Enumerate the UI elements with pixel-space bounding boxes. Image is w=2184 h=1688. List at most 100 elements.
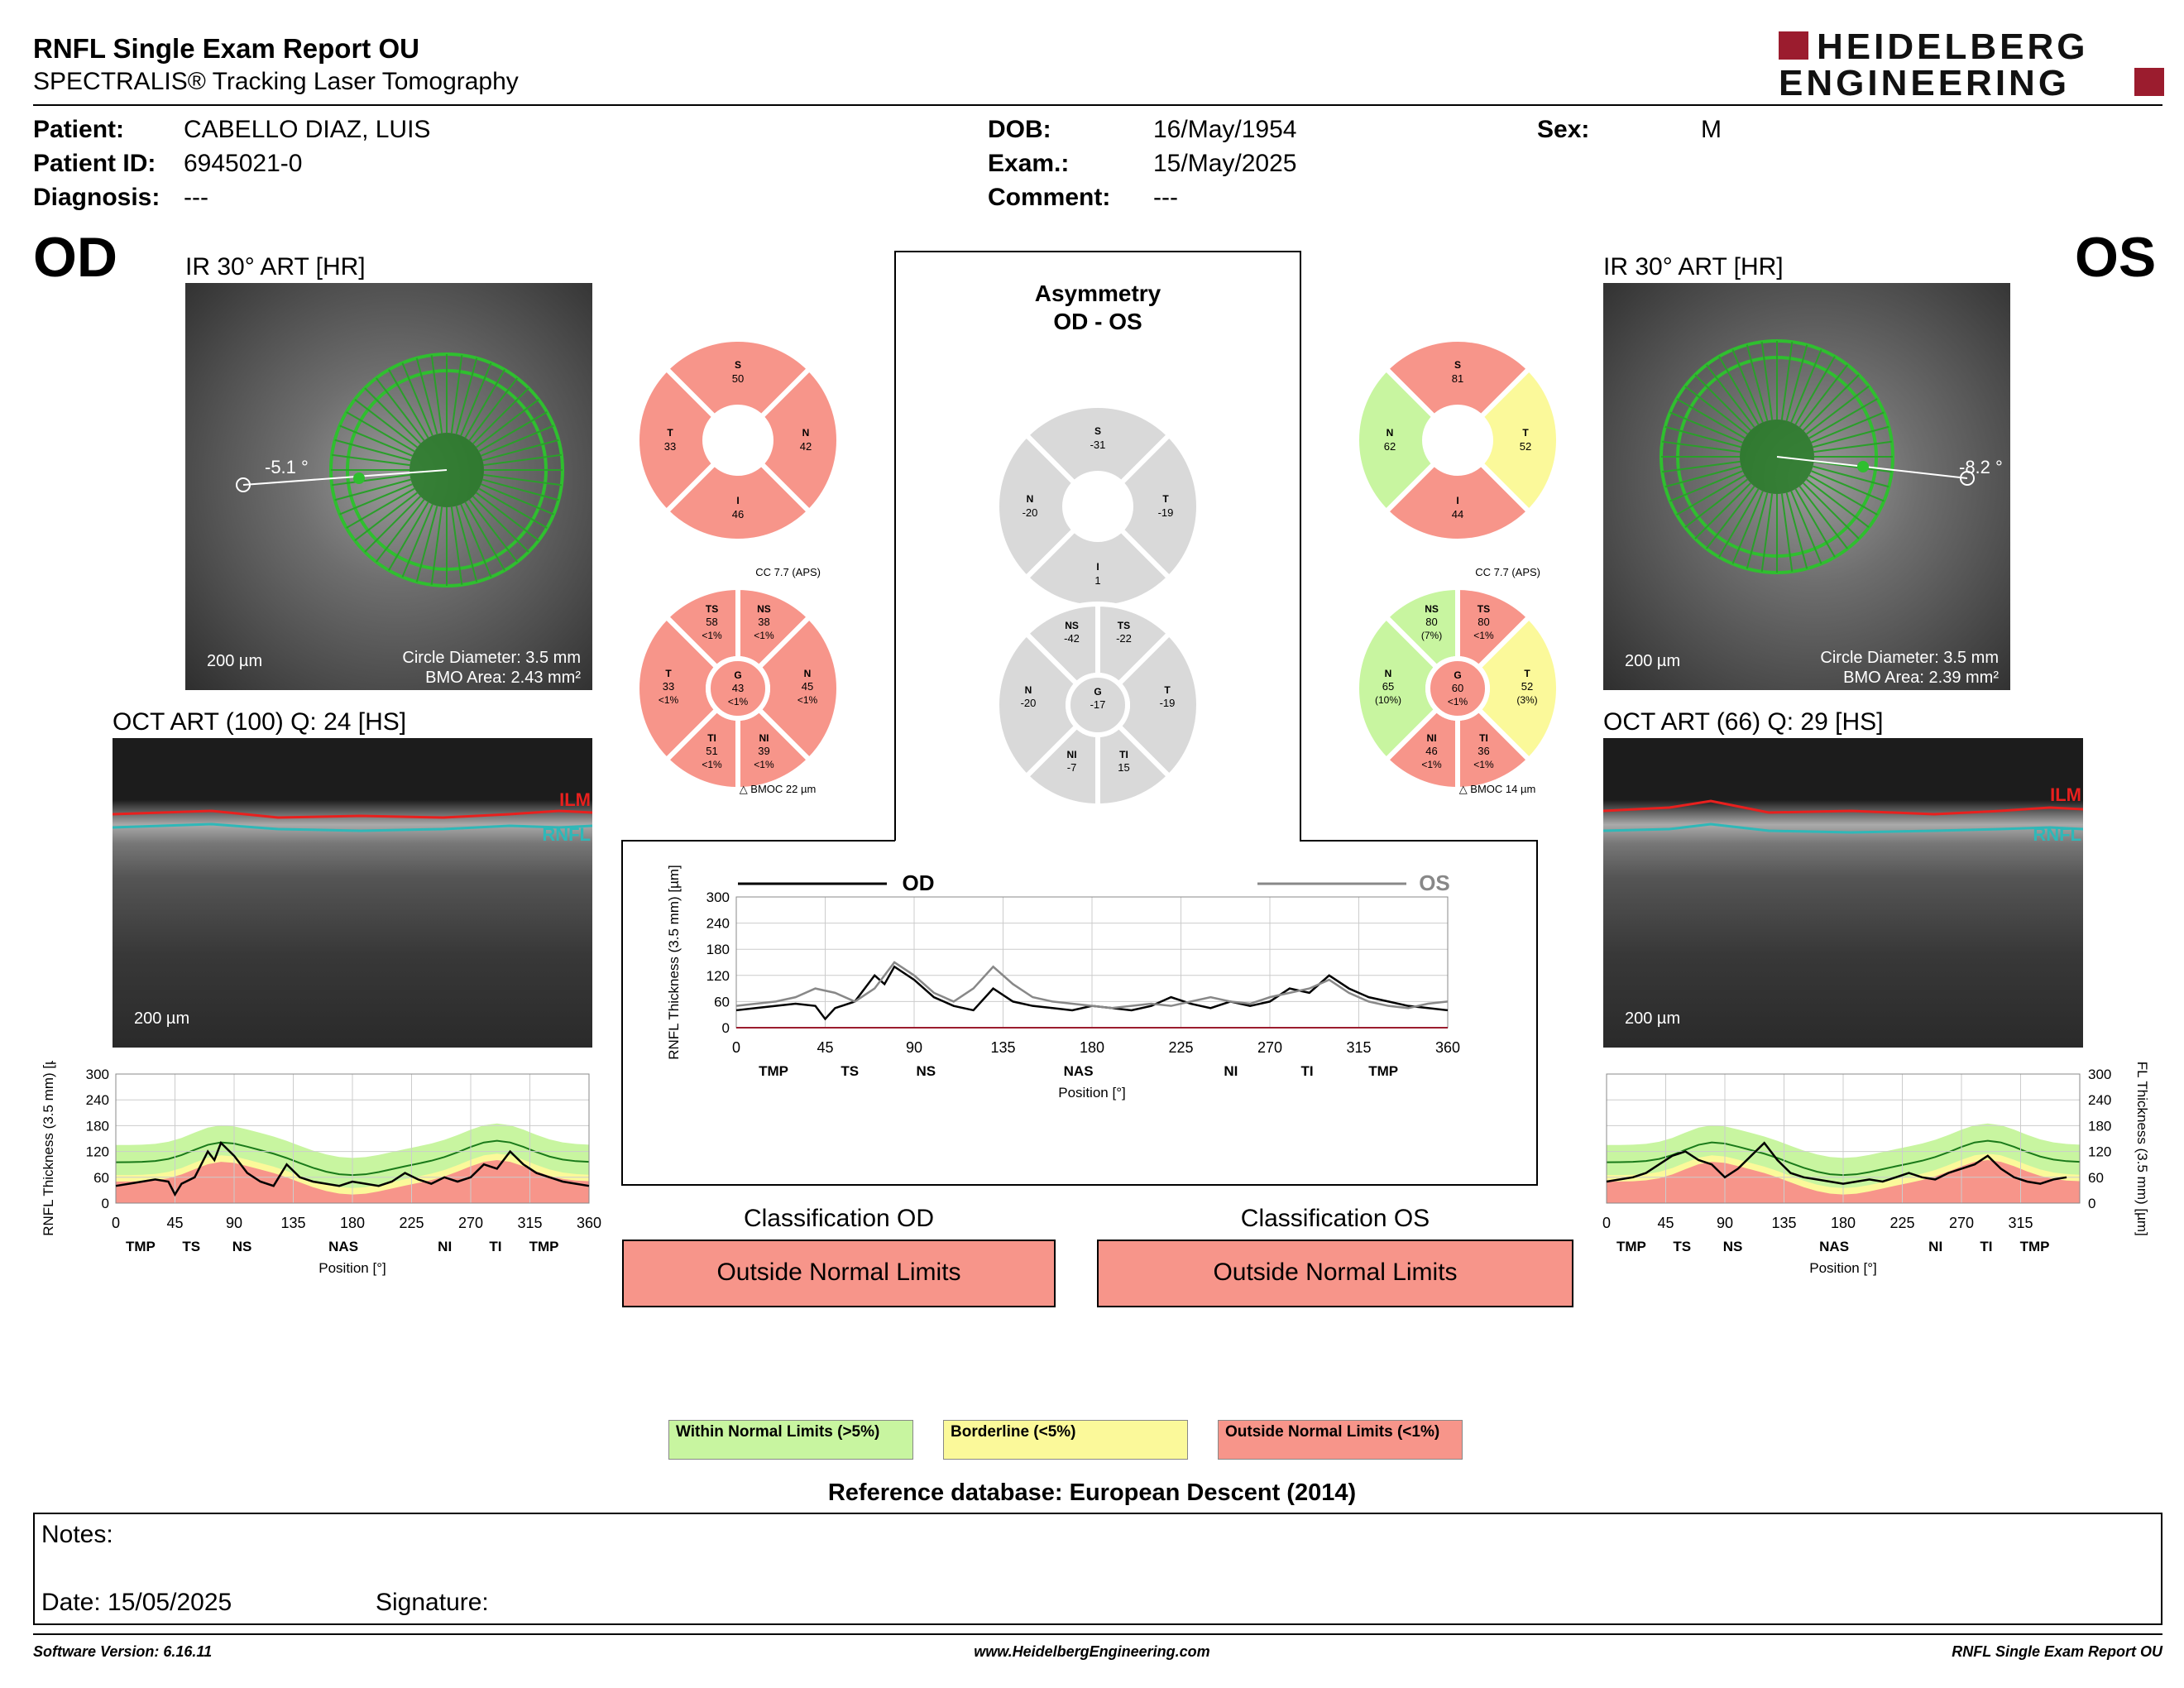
sector-label-nas: NAS: [328, 1239, 358, 1254]
od-ir-title: IR 30° ART [HR]: [185, 253, 366, 281]
asym4-label-s: S: [1094, 425, 1101, 437]
os6-value-ni: 46: [1425, 745, 1437, 757]
scan-spoke: [1794, 356, 1836, 425]
scan-spoke: [1669, 470, 1743, 502]
series-line-od: [115, 1140, 590, 1197]
x-tick-label: 90: [906, 1039, 922, 1056]
asym6-value-n: -20: [1021, 697, 1037, 709]
sector-label-tmp: TMP: [759, 1063, 788, 1079]
header-divider: [33, 104, 2162, 106]
scan-spoke: [1760, 342, 1774, 420]
scan-spoke: [1718, 356, 1760, 425]
asym6-label-ns: NS: [1065, 620, 1079, 631]
scan-spoke: [1806, 385, 1870, 435]
y-tick-label: 300: [86, 1067, 109, 1082]
od-bmoc-label: △ BMOC 22 µm: [740, 783, 817, 795]
sector-center-hole: [705, 407, 771, 473]
od4-label-i: I: [736, 495, 739, 506]
scan-spoke: [1731, 349, 1764, 423]
scan-spoke: [482, 439, 559, 462]
scan-spoke: [354, 398, 418, 448]
y-tick-label: 300: [706, 890, 730, 905]
asym6-value-t: -19: [1160, 697, 1176, 709]
sex: M: [1701, 116, 1722, 143]
y-axis-label: RNFL Thickness (3.5 mm) [µm]: [2134, 1061, 2150, 1236]
x-tick-label: 315: [2008, 1215, 2033, 1231]
scan-spoke: [468, 499, 519, 563]
x-tick-label: 180: [1831, 1215, 1856, 1231]
scan-spoke: [332, 473, 410, 487]
y-tick-label: 0: [722, 1020, 730, 1036]
od6-value-t: 33: [663, 680, 674, 693]
x-axis-label: Position [°]: [1809, 1260, 1876, 1276]
legend-borderline: Borderline (<5%): [943, 1420, 1188, 1460]
od4-value-n: 42: [800, 440, 812, 453]
x-tick-label: 135: [990, 1039, 1015, 1056]
asym4-label-i: I: [1096, 561, 1099, 573]
scan-spoke: [464, 369, 505, 439]
comment-label: Comment:: [988, 184, 1111, 211]
scan-spoke: [1794, 488, 1836, 558]
sector-label-nas: NAS: [1819, 1239, 1849, 1254]
os6-pct-ns: (7%): [1421, 630, 1442, 641]
od6-pct-ts: <1%: [702, 630, 722, 641]
os6-label-g: G: [1454, 669, 1461, 681]
x-tick-label: 135: [1771, 1215, 1796, 1231]
y-tick-label: 240: [86, 1092, 109, 1108]
y-tick-label: 120: [2088, 1144, 2111, 1160]
os6-value-ts: 80: [1478, 616, 1489, 628]
x-tick-label: 45: [166, 1215, 183, 1231]
od-scan-circle-overlay: [236, 352, 564, 587]
scan-spoke: [388, 501, 429, 571]
sector-label-ts: TS: [841, 1063, 859, 1079]
od6-pct-ni: <1%: [754, 759, 774, 770]
y-tick-label: 120: [706, 968, 730, 984]
od6-pct-t: <1%: [659, 694, 679, 706]
signature-label: Signature:: [376, 1589, 489, 1616]
website-link[interactable]: www.HeidelbergEngineering.com: [974, 1643, 1210, 1660]
od6-pct-ns: <1%: [754, 630, 774, 641]
asym6-label-t: T: [1164, 684, 1171, 696]
os4-label-s: S: [1454, 359, 1461, 371]
x-axis-label: Position [°]: [318, 1260, 386, 1276]
scan-spoke: [1790, 491, 1822, 564]
od6-value-g: 43: [732, 682, 744, 694]
series-line-os: [1606, 1141, 2067, 1185]
asym4-value-n: -20: [1023, 506, 1038, 519]
y-tick-label: 240: [706, 916, 730, 932]
os6-pct-t: (3%): [1516, 694, 1537, 706]
scan-spoke: [1785, 492, 1808, 569]
scan-spoke: [1813, 465, 1889, 488]
sector-label-ns: NS: [232, 1239, 252, 1254]
scan-spoke: [472, 496, 529, 553]
sector-label-ts: TS: [1673, 1239, 1691, 1254]
scan-spoke: [481, 483, 554, 516]
scan-spoke: [1790, 349, 1822, 423]
os6-pct-g: <1%: [1448, 696, 1468, 707]
scan-spoke: [415, 506, 438, 583]
y-tick-label: 60: [714, 994, 730, 1009]
os6-label-ti: TI: [1479, 732, 1488, 744]
scan-spoke: [468, 377, 519, 441]
asym6-value-ni: -7: [1067, 761, 1077, 774]
asym6-label-g: G: [1094, 686, 1101, 698]
scan-spoke: [483, 473, 562, 487]
exam-date: 15/May/2025: [1153, 150, 1297, 177]
os-eye-label: OS: [2075, 226, 2157, 289]
scan-spoke: [346, 487, 415, 529]
os6-value-ti: 36: [1478, 745, 1489, 757]
comment: ---: [1153, 184, 1178, 211]
x-tick-label: 225: [1889, 1215, 1914, 1231]
scan-spoke: [1694, 374, 1751, 431]
os6-pct-n: (10%): [1375, 694, 1401, 706]
od6-label-ts: TS: [706, 603, 718, 615]
os6-value-t: 52: [1521, 680, 1533, 693]
od-rnfl-label: RNFL: [542, 824, 591, 845]
scan-spoke: [1705, 364, 1755, 428]
scan-spoke: [455, 506, 478, 583]
os6-label-n: N: [1385, 668, 1392, 679]
scan-spoke: [1808, 398, 1878, 439]
scan-spoke: [1662, 460, 1741, 473]
os-scale: 200 µm: [1625, 652, 1681, 670]
reference-database: Reference database: European Descent (20…: [827, 1479, 1357, 1506]
